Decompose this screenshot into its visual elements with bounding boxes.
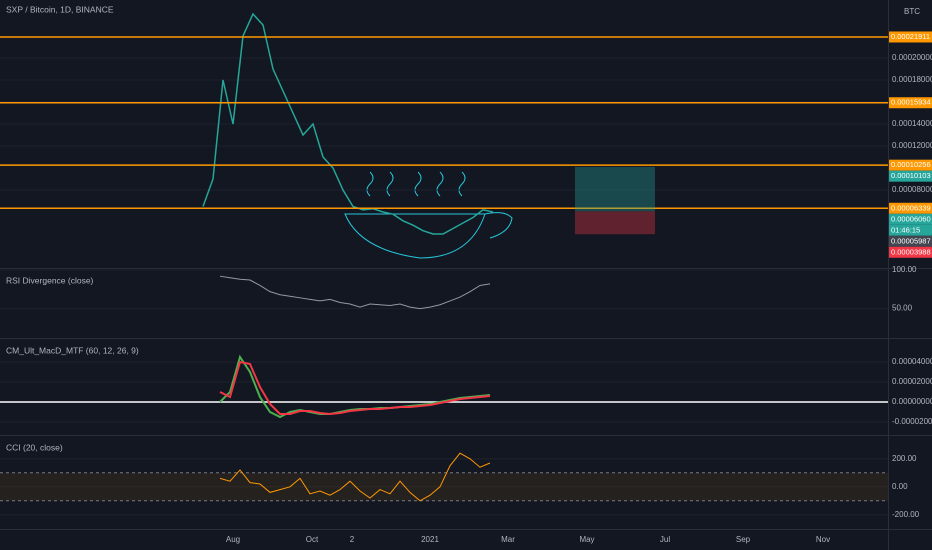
price-tag [889, 246, 932, 258]
x-tick-label: Aug [226, 535, 240, 544]
price-tag [889, 31, 932, 43]
x-tick-label: May [579, 535, 594, 544]
y-tick-label: 0.00000000 [892, 397, 932, 406]
y-tick-label: 0.00002000 [892, 377, 932, 386]
price-tag-label: 0.00005987 [891, 236, 931, 245]
y-tick-label: -200.00 [892, 510, 920, 519]
price-tag-label: 0.00003988 [891, 247, 931, 256]
unit-label: BTC [904, 7, 920, 16]
x-tick-label: 2 [350, 535, 355, 544]
x-tick-label: 2021 [421, 535, 439, 544]
price-tag-label: 0.00010256 [891, 160, 931, 169]
price-tag [889, 213, 932, 225]
x-tick-label: Oct [306, 535, 319, 544]
data-line [202, 12, 494, 235]
data-line [219, 452, 491, 502]
price-tag [889, 170, 932, 182]
price-tag-label: 0.00006339 [891, 203, 931, 212]
price-tag-label: 0.00015934 [891, 98, 931, 107]
price-tag-label: 0.00006060 [891, 214, 931, 223]
x-tick-label: Sep [736, 535, 751, 544]
price-tag [889, 202, 932, 214]
x-tick-label: Jul [660, 535, 670, 544]
x-tick-label: Nov [816, 535, 830, 544]
y-tick-label: 200.00 [892, 454, 917, 463]
price-tag [889, 224, 932, 236]
pane-title: CCI (20, close) [6, 442, 63, 452]
y-tick-label: 0.00 [892, 482, 908, 491]
pane-title: RSI Divergence (close) [6, 275, 94, 285]
price-tag-label: 0.00021911 [891, 32, 930, 41]
chart-title: SXP / Bitcoin, 1D, BINANCE [6, 4, 114, 14]
profit-zone [575, 166, 655, 212]
y-tick-label: 0.00008000 [892, 185, 932, 194]
y-tick-label: 0.00012000 [892, 141, 932, 150]
price-tag-label: 01:46:15 [891, 225, 920, 234]
steam-drawing [366, 171, 466, 197]
y-tick-label: 0.00018000 [892, 75, 932, 84]
y-tick-label: 100.00 [892, 265, 917, 274]
x-tick-label: Mar [501, 535, 515, 544]
pane-title: CM_Ult_MacD_MTF (60, 12, 26, 9) [6, 345, 139, 355]
y-tick-label: 0.00020000 [892, 53, 932, 62]
data-line [219, 275, 491, 310]
data-line [219, 360, 491, 416]
y-tick-label: -0.00002000 [892, 417, 932, 426]
price-tag [889, 97, 932, 109]
y-tick-label: 0.00014000 [892, 119, 932, 128]
y-tick-label: 50.00 [892, 304, 913, 313]
cup-drawing [344, 212, 513, 259]
y-tick-label: 0.00004000 [892, 357, 932, 366]
price-tag [889, 235, 932, 247]
price-tag [889, 159, 932, 171]
loss-zone [575, 211, 655, 235]
price-tag-label: 0.00010103 [891, 171, 931, 180]
band-fill [0, 472, 888, 501]
